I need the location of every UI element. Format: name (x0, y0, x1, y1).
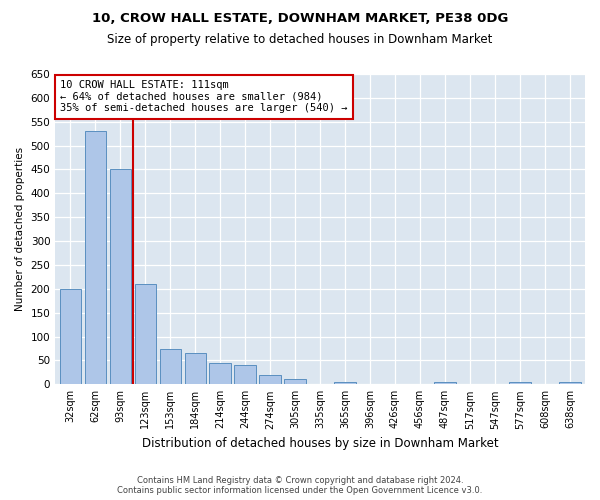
Bar (85, 132, 106, 384)
Bar (134, 284, 156, 384)
Bar (434, 382, 455, 384)
Bar (185, 354, 206, 384)
Bar (284, 378, 306, 384)
Text: 10, CROW HALL ESTATE, DOWNHAM MARKET, PE38 0DG: 10, CROW HALL ESTATE, DOWNHAM MARKET, PE… (92, 12, 508, 26)
Y-axis label: Number of detached properties: Number of detached properties (15, 147, 25, 311)
Bar (59, 289, 81, 384)
Bar (110, 170, 131, 384)
Bar (209, 363, 231, 384)
Bar (334, 382, 356, 384)
Bar (559, 382, 581, 384)
Text: Contains HM Land Registry data © Crown copyright and database right 2024.
Contai: Contains HM Land Registry data © Crown c… (118, 476, 482, 495)
Bar (259, 375, 281, 384)
Bar (235, 365, 256, 384)
Text: Size of property relative to detached houses in Downham Market: Size of property relative to detached ho… (107, 32, 493, 46)
Bar (509, 382, 530, 384)
Bar (160, 348, 181, 384)
Text: 10 CROW HALL ESTATE: 111sqm
← 64% of detached houses are smaller (984)
35% of se: 10 CROW HALL ESTATE: 111sqm ← 64% of det… (61, 80, 348, 114)
X-axis label: Distribution of detached houses by size in Downham Market: Distribution of detached houses by size … (142, 437, 499, 450)
